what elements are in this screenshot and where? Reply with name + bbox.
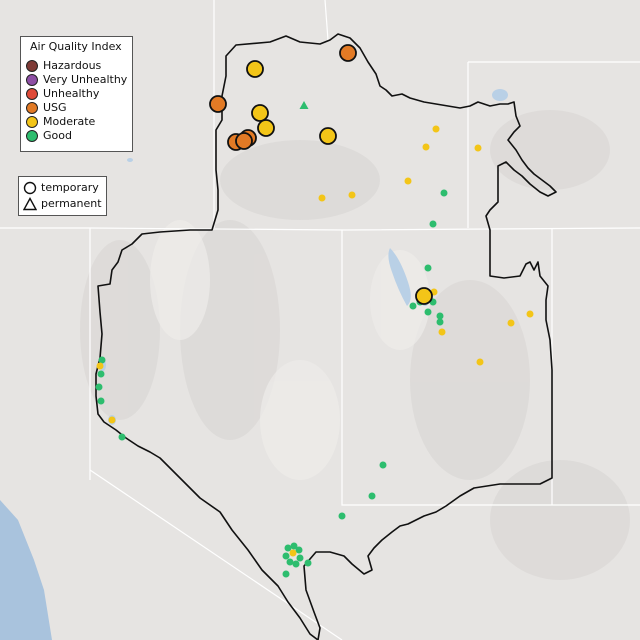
monitor-moderate[interactable] (318, 194, 326, 202)
monitor-moderate[interactable] (348, 191, 356, 199)
hazardous-swatch (26, 60, 38, 72)
monitor-good[interactable] (282, 552, 290, 560)
monitor-moderate[interactable] (404, 177, 412, 185)
monitor-moderate[interactable] (526, 310, 534, 318)
monitor-good[interactable] (295, 546, 303, 554)
moderate-swatch (26, 116, 38, 128)
legend-label: permanent (41, 197, 102, 210)
monitor-type-legend: temporary permanent (18, 176, 107, 216)
monitor-good[interactable] (409, 302, 417, 310)
temporary-monitor-usg[interactable] (235, 132, 253, 150)
temporary-monitor-moderate[interactable] (246, 60, 264, 78)
monitor-good[interactable] (118, 433, 126, 441)
legend-label: temporary (41, 181, 99, 194)
monitor-good[interactable] (97, 397, 105, 405)
triangle-icon (23, 197, 37, 211)
temporary-monitor-moderate[interactable] (319, 127, 337, 145)
monitor-good[interactable] (424, 308, 432, 316)
monitor-moderate[interactable] (438, 328, 446, 336)
permanent-monitors (95, 125, 534, 578)
monitor-moderate[interactable] (474, 144, 482, 152)
monitor-good[interactable] (296, 554, 304, 562)
terrain-highlight (150, 220, 430, 480)
unhealthy-swatch (26, 88, 38, 100)
permanent-monitor-good[interactable] (299, 101, 309, 109)
monitor-good[interactable] (424, 264, 432, 272)
monitor-moderate[interactable] (96, 362, 104, 370)
monitor-moderate[interactable] (476, 358, 484, 366)
temporary-monitor-moderate[interactable] (415, 287, 433, 305)
monitor-good[interactable] (97, 370, 105, 378)
monitor-moderate[interactable] (422, 143, 430, 151)
temporary-monitors (209, 44, 433, 305)
legend-label: USG (43, 101, 67, 114)
monitor-good[interactable] (436, 318, 444, 326)
ocean (0, 500, 52, 640)
monitor-moderate[interactable] (108, 416, 116, 424)
monitor-good[interactable] (286, 558, 294, 566)
very-unhealthy-swatch (26, 74, 38, 86)
monitor-moderate[interactable] (289, 549, 297, 557)
monitor-good[interactable] (368, 492, 376, 500)
monitor-good[interactable] (379, 461, 387, 469)
aqi-legend: Air Quality Index Hazardous Very Unhealt… (20, 36, 133, 152)
legend-label: Unhealthy (43, 87, 100, 100)
circle-icon (23, 181, 37, 195)
monitor-good[interactable] (304, 559, 312, 567)
monitor-good[interactable] (292, 560, 300, 568)
legend-title: Air Quality Index (30, 40, 122, 53)
usg-swatch (26, 102, 38, 114)
monitor-good[interactable] (429, 220, 437, 228)
monitor-good[interactable] (98, 356, 106, 364)
legend-label: Hazardous (43, 59, 102, 72)
good-swatch (26, 130, 38, 142)
legend-label: Very Unhealthy (43, 73, 128, 86)
temporary-monitor-moderate[interactable] (251, 104, 269, 122)
temporary-monitor-moderate[interactable] (257, 119, 275, 137)
legend-label: Good (43, 129, 72, 142)
monitor-good[interactable] (436, 312, 444, 320)
monitor-good[interactable] (338, 512, 346, 520)
monitor-good[interactable] (440, 189, 448, 197)
temporary-monitor-usg[interactable] (339, 44, 357, 62)
monitor-good[interactable] (282, 570, 290, 578)
monitor-good[interactable] (95, 383, 103, 391)
temporary-monitor-usg[interactable] (209, 95, 227, 113)
monitor-good[interactable] (284, 544, 292, 552)
monitor-good[interactable] (290, 542, 298, 550)
monitor-moderate[interactable] (507, 319, 515, 327)
legend-label: Moderate (43, 115, 96, 128)
monitor-moderate[interactable] (432, 125, 440, 133)
